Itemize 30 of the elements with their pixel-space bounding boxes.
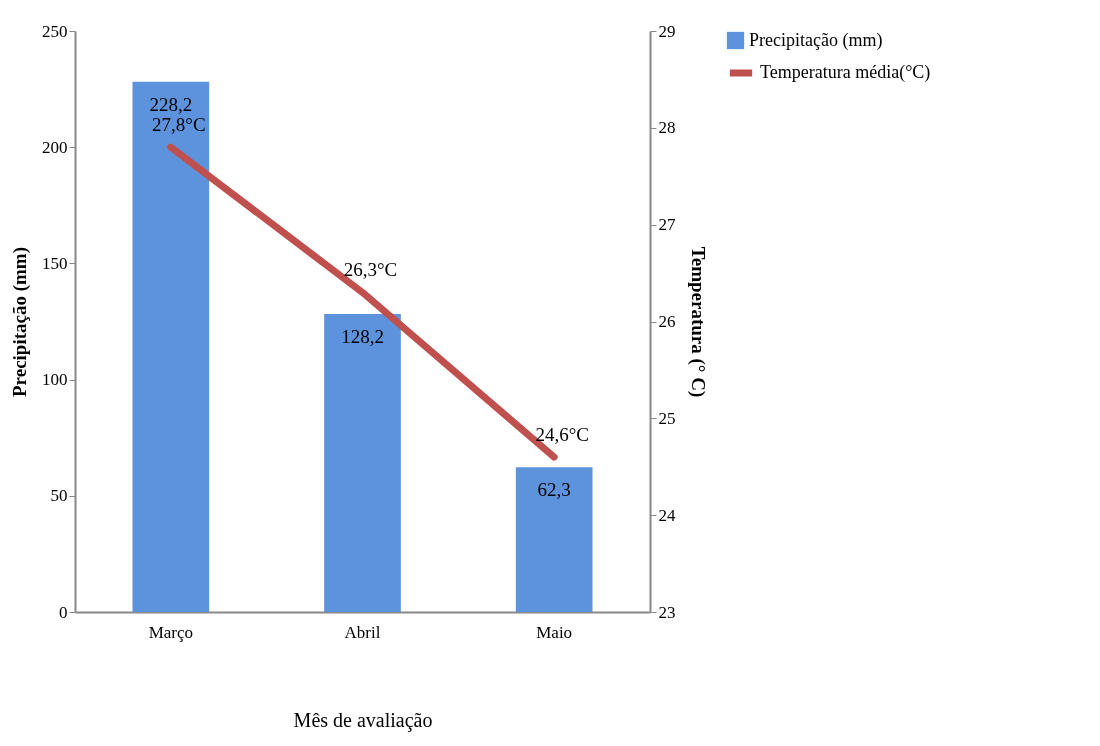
y2-tick-label: 25	[658, 408, 676, 428]
x-tick-label: Abril	[344, 622, 381, 642]
x-tick-label: Maio	[536, 622, 573, 642]
bar	[515, 467, 593, 612]
y-tick-label: 250	[42, 21, 68, 41]
data-label: 128,2	[341, 326, 384, 348]
bar	[132, 81, 210, 612]
y2-tick-label: 28	[658, 118, 676, 138]
y2-tick-label: 24	[658, 505, 676, 525]
legend-label: Precipitação (mm)	[749, 29, 883, 51]
y2-tick-label: 27	[658, 215, 676, 235]
y2-tick-label: 26	[658, 312, 676, 331]
x-axis-title: Mês de avaliação	[293, 708, 433, 732]
y-tick-label: 100	[42, 370, 68, 390]
data-label: 228,2	[149, 93, 193, 115]
x-tick-label: Março	[148, 622, 194, 642]
y2-axis-title: Temperatura (° C)	[686, 246, 709, 398]
y2-tick-label: 29	[658, 21, 676, 41]
y-axis-title: Precipitação (mm)	[9, 246, 31, 398]
data-label: 26,3°C	[343, 259, 398, 281]
y2-tick-label: 23	[658, 602, 676, 622]
data-label: 27,8°C	[152, 114, 206, 136]
legend-label: Temperatura média(°C)	[760, 62, 931, 83]
y-tick-label: 0	[59, 602, 68, 622]
bar	[324, 314, 401, 612]
y-tick-label: 150	[42, 253, 68, 273]
data-label: 62,3	[537, 479, 571, 501]
y-tick-label: 50	[50, 486, 68, 506]
y-tick-label: 200	[42, 137, 68, 157]
data-label: 24,6°C	[535, 424, 589, 446]
